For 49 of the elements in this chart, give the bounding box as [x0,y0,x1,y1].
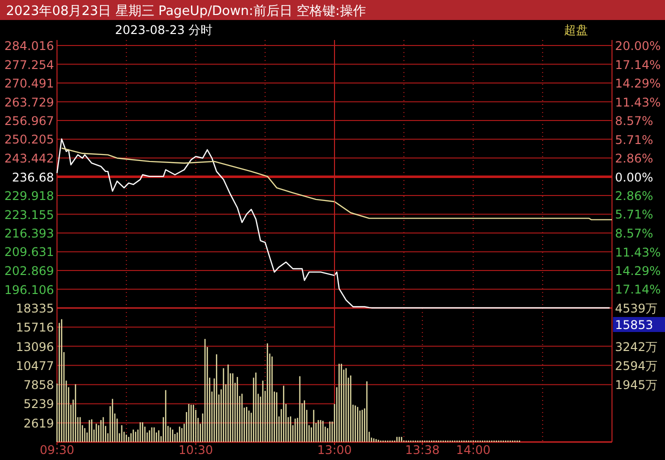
title-bar: 2023年08月23日 星期三 PageUp/Down:前后日 空格键:操作 [0,0,665,20]
y-tick-label: 263.729 [4,95,54,110]
y-tick-label: 277.254 [4,58,54,72]
y2-tick-label: 0.00% [615,170,654,184]
y2-tick-label: 14.29% [615,264,661,278]
y2-tick-label: 2.86% [615,189,654,204]
y-tick-label: 250.205 [4,132,54,147]
y2-tick-label: 4539万 [615,302,658,316]
x-tick-label: 10:30 [178,443,214,457]
y-tick-label: 5239 [23,397,54,412]
y2-tick-label: 20.00% [615,39,661,54]
y-tick-label: 236.68 [12,170,54,184]
y-tick-label: 10477 [16,358,54,373]
y-tick-label: 2619 [23,416,54,430]
y2-tick-label: 8.57% [615,114,654,128]
y2-tick-label: 11.43% [615,95,661,110]
y2-tick-label: 5.71% [615,132,654,147]
y-tick-label: 284.016 [4,39,54,53]
chart-subtitle: 2023-08-23 分时 [115,23,213,37]
y2-tick-label: 1945万 [615,378,658,392]
y2-tick-label: 17.14% [615,58,661,72]
x-tick-label: 14:00 [456,443,491,457]
y-tick-label: 216.393 [4,226,54,240]
y-tick-label: 256.967 [4,114,54,128]
text: 15853 [615,318,654,332]
y-tick-label: 13096 [16,340,54,354]
y-tick-label: 229.918 [4,189,54,203]
x-tick-label: 13:00 [317,443,352,457]
y-tick-label: 15716 [16,320,54,335]
x-tick-label: 09:30 [40,443,74,457]
y-tick-label: 223.155 [4,208,54,222]
y2-tick-label: 5.71% [615,208,654,222]
y2-tick-label: 3242万 [615,340,658,354]
text: 超盘 [564,23,588,37]
y-tick-label: 243.442 [4,152,54,166]
y2-tick-label: 17.14% [615,282,661,297]
y2-tick-label: 2.86% [615,151,654,166]
y-tick-label: 270.491 [4,76,54,90]
chart-title: 2023年08月23日 星期三 PageUp/Down:前后日 空格键:操作 [6,4,366,19]
x-tick-label: 13:38 [405,443,440,457]
y-tick-label: 209.631 [4,245,54,260]
y2-tick-label: 8.57% [615,226,654,240]
y-tick-label: 196.106 [4,282,54,297]
y2-tick-label: 14.29% [615,76,661,90]
y-tick-label: 7858 [23,378,54,392]
y-tick-label: 202.869 [4,264,54,278]
y2-tick-label: 2594万 [615,358,658,373]
y-tick-label: 18335 [16,302,54,316]
y2-tick-label: 11.43% [615,245,661,260]
